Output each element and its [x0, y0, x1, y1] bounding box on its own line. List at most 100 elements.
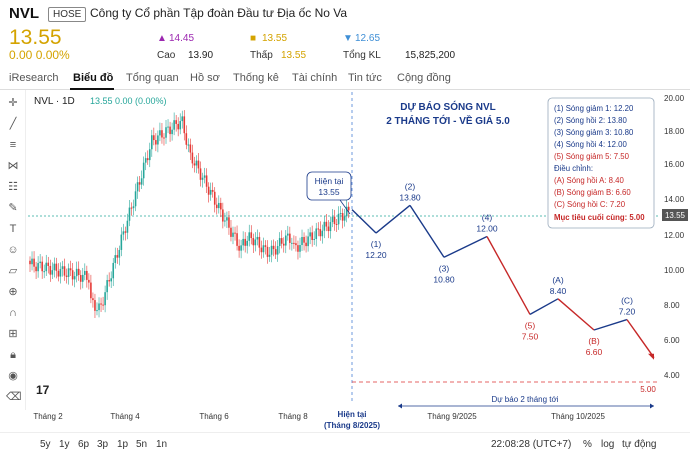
wave-value: 12.20 [365, 250, 387, 260]
candle-body [337, 213, 340, 225]
candle-body [319, 229, 322, 237]
wave-segment [529, 298, 559, 316]
legend-item-1: (1) Sóng giảm 1: 12.20 [554, 104, 634, 113]
y-tick: 10.00 [664, 266, 685, 275]
candle-body [94, 300, 96, 311]
candle-body [254, 239, 257, 246]
candle-body [159, 130, 161, 136]
candle-body [262, 245, 265, 253]
ruler-icon[interactable]: ▱ [8, 265, 18, 277]
wave-segment [375, 204, 411, 234]
tab-statistics[interactable]: Thống kê [233, 72, 279, 84]
tab-profile[interactable]: Hồ sơ [190, 72, 220, 84]
tab-chart[interactable]: Biểu đồ [73, 72, 114, 84]
current-callout-label: Hiện tại [315, 176, 344, 186]
tab-overview[interactable]: Tổng quan [126, 72, 179, 84]
range-1p[interactable]: 1p [117, 439, 129, 450]
candle-body [114, 255, 117, 263]
brush-icon[interactable]: ✎ [8, 202, 18, 214]
candle-body [220, 202, 222, 210]
bottom-bar: 5y 1y 6p 3p 1p 5n 1n 22:08:28 (UTC+7) % … [0, 432, 690, 460]
candle-body [96, 310, 98, 312]
now-label: Hiện tại [338, 410, 367, 419]
candle-body [181, 116, 184, 122]
candle-body [287, 233, 289, 236]
horizontal-lines-icon[interactable]: ≡ [9, 139, 17, 151]
log-toggle[interactable]: log [601, 439, 615, 450]
price-chart[interactable]: (1)12.20(2)13.80(3)10.80(4)12.00(5)7.50(… [26, 90, 690, 432]
range-5n[interactable]: 5n [136, 439, 148, 450]
y-tick: 16.00 [664, 160, 685, 169]
candle-body [248, 232, 251, 241]
high-value: 13.90 [188, 50, 214, 61]
candle-body [207, 186, 210, 195]
candle-body [217, 202, 220, 209]
y-tick: 18.00 [664, 127, 685, 136]
percent-toggle[interactable]: % [583, 439, 592, 450]
magnet-icon[interactable]: ∩ [9, 307, 17, 319]
pattern-icon[interactable]: ⋈ [7, 160, 19, 172]
candle-body [140, 178, 143, 185]
candle-body [122, 231, 125, 235]
candle-body [151, 135, 153, 150]
wave-label: (1) [371, 239, 382, 249]
current-callout-value: 13.55 [318, 187, 340, 197]
candle-body [47, 262, 50, 266]
candle-body [126, 220, 129, 233]
candle-body [205, 175, 208, 187]
lock-draw-icon[interactable]: ⊞ [8, 328, 18, 340]
trendline-icon[interactable]: ╱ [9, 118, 17, 130]
forecast-span-label: Dự báo 2 tháng tới [491, 395, 558, 404]
tab-finance[interactable]: Tài chính [292, 72, 338, 84]
candle-body [51, 270, 54, 275]
chart-ohlc: 13.55 0.00 (0.00%) [90, 96, 167, 106]
current-callout-box [306, 171, 352, 201]
text-icon[interactable]: T [9, 223, 17, 235]
wave-segment [626, 319, 655, 359]
candle-body [256, 236, 259, 240]
eye-icon[interactable]: ◉ [8, 370, 18, 382]
tradingview-logo-icon: 17 [36, 383, 50, 397]
candle-body [191, 152, 194, 164]
crosshair-icon[interactable]: ✛ [8, 97, 18, 109]
range-1y[interactable]: 1y [59, 439, 70, 450]
candle-body [331, 216, 334, 223]
legend-adjust-c: (C) Sóng hồi C: 7.20 [554, 200, 626, 209]
tab-iresearch[interactable]: iResearch [9, 72, 59, 84]
range-3p[interactable]: 3p [97, 439, 109, 450]
high-label: Cao [157, 50, 176, 61]
low-value: 13.55 [281, 50, 307, 61]
candle-body [252, 238, 255, 246]
candle-body [183, 116, 186, 134]
candle-body [270, 245, 273, 255]
y-tick: 12.00 [664, 231, 685, 240]
legend-adjust-title: Điều chỉnh: [554, 164, 593, 173]
wave-label: (A) [552, 275, 564, 285]
tab-community[interactable]: Cộng đồng [397, 72, 451, 84]
range-5y[interactable]: 5y [40, 439, 51, 450]
candle-body [116, 255, 119, 258]
trash-icon[interactable]: ⌫ [6, 391, 22, 403]
price-tag-box [662, 209, 688, 221]
emoji-icon[interactable]: ☺ [7, 244, 19, 256]
wave-segment [593, 318, 628, 331]
auto-toggle[interactable]: tự động [622, 439, 657, 450]
fib-icon[interactable]: ☷ [8, 181, 18, 193]
current-price: 13.55 [9, 26, 62, 49]
range-1n[interactable]: 1n [156, 439, 168, 450]
candle-body [185, 133, 188, 145]
active-tab-indicator [70, 88, 114, 90]
candlestick-series [29, 110, 350, 319]
range-6p[interactable]: 6p [78, 439, 90, 450]
price-tag: 13.55 [665, 211, 686, 220]
candle-body [49, 265, 52, 275]
candle-body [297, 245, 299, 252]
tab-news[interactable]: Tin tức [348, 72, 382, 84]
candle-body [311, 232, 313, 240]
candle-body [59, 268, 62, 277]
candle-body [112, 262, 115, 279]
lock-icon[interactable]: 🔒︎ [10, 349, 16, 361]
zoom-icon[interactable]: ⊕ [8, 286, 18, 298]
candle-body [309, 232, 311, 237]
wave-value: 13.80 [399, 192, 421, 202]
